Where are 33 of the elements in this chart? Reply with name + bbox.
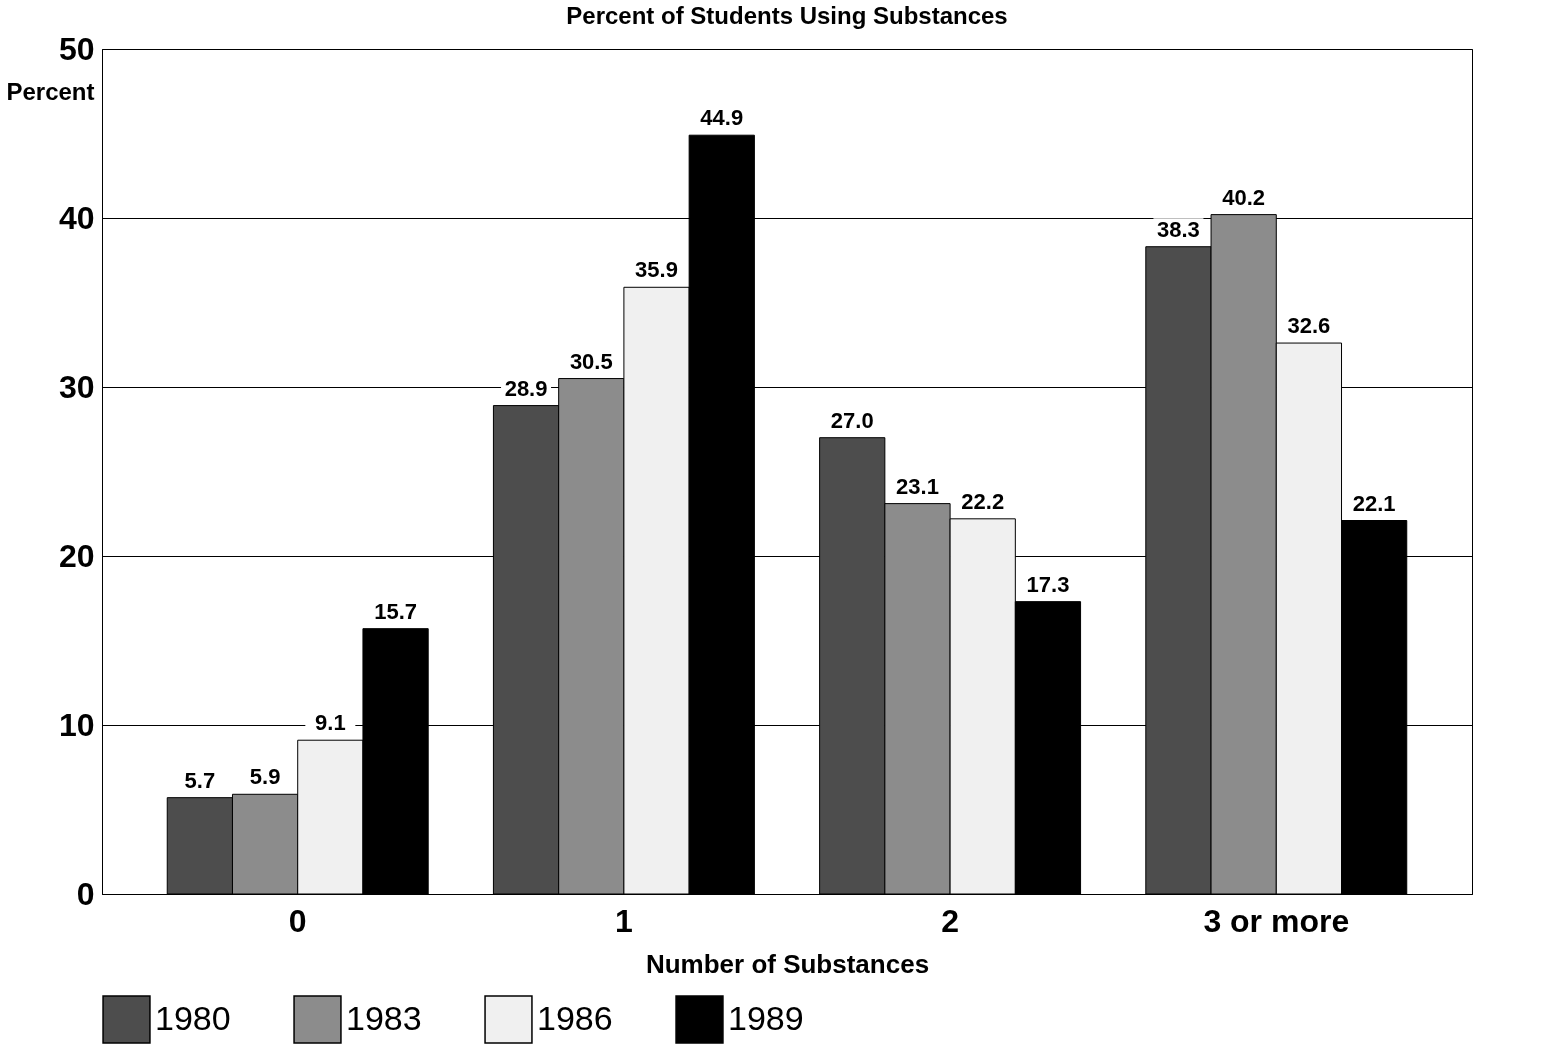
y-axis-title: Percent (6, 77, 95, 105)
y-tick-label: 10 (58, 706, 95, 743)
y-tick-label: 30 (58, 368, 95, 405)
legend-label: 1983 (346, 998, 422, 1037)
text: 38.3 (1157, 216, 1200, 242)
text: 44.9 (700, 105, 744, 131)
text: 32.6 (1287, 313, 1331, 339)
text: 40.2 (1222, 184, 1266, 210)
y-tick-label: 40 (58, 199, 95, 236)
text: 28.9 (504, 375, 548, 401)
x-tick-label: 3 or more (1203, 902, 1350, 939)
y-tick-label: 20 (58, 537, 95, 574)
y-tick-label: 50 (58, 30, 95, 67)
x-tick-label: 0 (288, 902, 307, 939)
text: 5.9 (249, 764, 281, 790)
text: 30.5 (569, 348, 613, 374)
text: 9.1 (315, 710, 346, 736)
chart-title: Percent of Students Using Substances (566, 2, 1008, 29)
text: 5.7 (184, 767, 216, 793)
text: 22.1 (1352, 490, 1396, 516)
text: 27.0 (830, 407, 874, 433)
legend-label: 1989 (728, 998, 804, 1037)
x-tick-label: 2 (941, 902, 959, 939)
x-axis-title: Number of Substances (645, 948, 930, 979)
text: 17.3 (1026, 571, 1070, 597)
legend-label: 1986 (537, 998, 613, 1037)
y-tick-label: 0 (76, 875, 95, 912)
text: 15.7 (374, 598, 417, 624)
x-tick-label: 1 (615, 902, 633, 939)
text: 22.2 (961, 488, 1005, 514)
text: 35.9 (635, 257, 678, 283)
legend-label: 1980 (155, 998, 231, 1037)
text: 23.1 (896, 473, 939, 499)
